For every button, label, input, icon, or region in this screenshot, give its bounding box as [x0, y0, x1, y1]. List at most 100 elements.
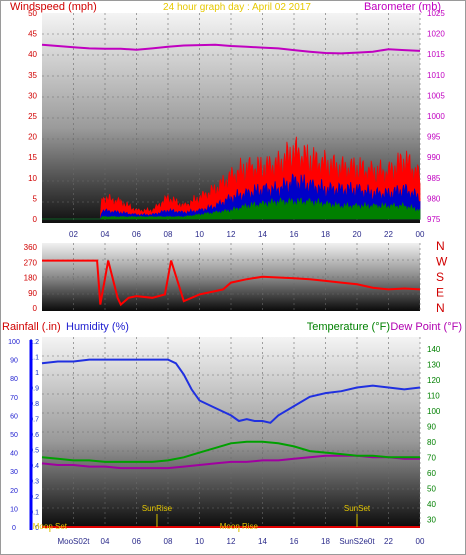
- temperature-tick-label: 130: [427, 360, 441, 369]
- humidity-tick-label: 20: [10, 488, 18, 495]
- barometer-tick-label: 985: [427, 174, 441, 183]
- compass-label: N: [436, 301, 445, 315]
- humidity-tick-label: 50: [10, 432, 18, 439]
- wind-tick-label: 25: [28, 112, 37, 121]
- humidity-tick-label: 70: [10, 395, 18, 402]
- wind-lull-area: [42, 197, 421, 220]
- climate-x-ticks: 04 06 08 10 12 14 16 18 22 00 MooS02t SunS2e0t: [57, 537, 425, 546]
- wind-tick-label: 20: [28, 133, 37, 142]
- rain-tick-label: 0.7: [29, 417, 39, 424]
- wind-x-tick-label: 06: [132, 230, 141, 239]
- wind-x-tick-label: 22: [384, 230, 393, 239]
- rain-tick-label: 1.2: [29, 339, 39, 346]
- wind-tick-label: 40: [28, 50, 37, 59]
- barometer-axis-title: Barometer (mb): [364, 1, 441, 13]
- astro-event-label: Moon Rise: [220, 522, 259, 531]
- wind-tick-label: 45: [28, 30, 37, 39]
- barometer-tick-label: 1005: [427, 91, 445, 100]
- rain-y-ticks: 0 0.1 0.2 0.3 0.4 0.5 0.6 0.7 0.8 0.9 1 1.1 1.2: [29, 339, 39, 532]
- wind-series-group: [42, 136, 421, 220]
- humidity-tick-label: 90: [10, 358, 18, 365]
- climate-x-tick-label: 14: [258, 537, 267, 546]
- barometer-tick-label: 995: [427, 133, 441, 142]
- astro-events: Moon Set SunRise Moon Rise SunSet: [33, 504, 371, 532]
- wind-tick-label: 50: [28, 9, 37, 18]
- rain-tick-label: 0.9: [29, 386, 39, 393]
- barometer-tick-label: 1000: [427, 112, 445, 121]
- direction-tick-label: 90: [28, 289, 37, 298]
- rain-tick-label: 1.1: [29, 355, 39, 362]
- astro-event-label: SunRise: [142, 504, 173, 513]
- direction-tick-label: 270: [24, 258, 38, 267]
- direction-tick-label: 360: [24, 243, 38, 252]
- wind-grid: [42, 13, 421, 223]
- humidity-tick-label: 10: [10, 506, 18, 513]
- humidity-tick-label: 0: [12, 525, 16, 532]
- temperature-tick-label: 60: [427, 469, 436, 478]
- rain-axis-title: Rainfall (.in): [2, 321, 61, 333]
- climate-x-tick-label: 08: [164, 537, 173, 546]
- barometer-tick-label: 1020: [427, 30, 445, 39]
- compass-label: N: [436, 239, 445, 253]
- temperature-tick-label: 90: [427, 422, 436, 431]
- barometer-tick-label: 1010: [427, 71, 445, 80]
- temperature-tick-label: 30: [427, 515, 436, 524]
- wind-x-tick-label: 10: [195, 230, 204, 239]
- humidity-tick-label: 100: [8, 339, 20, 346]
- temperature-tick-label: 80: [427, 438, 436, 447]
- astro-event-label: Moon Set: [33, 522, 68, 531]
- wind-x-tick-label: 16: [290, 230, 299, 239]
- climate-x-tick-label: 10: [195, 537, 204, 546]
- humidity-tick-label: 40: [10, 451, 18, 458]
- direction-y-ticks: 360 270 180 90 0: [24, 243, 38, 313]
- temperature-axis-title: Temperature (°F): [307, 321, 390, 333]
- humidity-line: [41, 358, 421, 424]
- rain-tick-label: 0.6: [29, 432, 39, 439]
- compass-label: W: [436, 255, 448, 269]
- rain-tick-label: 1: [35, 370, 39, 377]
- climate-grid: [42, 337, 421, 527]
- temperature-tick-label: 50: [427, 484, 436, 493]
- climate-x-tick-label: 16: [290, 537, 299, 546]
- wind-y-ticks: 0 5 10 15 20 25 30 35 40 45 50: [28, 9, 37, 224]
- chart-title: 24 hour graph day : April 02 2017: [163, 2, 311, 13]
- wind-x-ticks: 02 04 06 08 10 12 14 16 18 20 22 00: [69, 230, 425, 239]
- wind-tick-label: 5: [33, 194, 38, 203]
- wind-axis-title: Windspeed (mph): [10, 1, 97, 13]
- temperature-tick-label: 70: [427, 453, 436, 462]
- rain-tick-label: 0: [35, 525, 39, 532]
- wind-x-tick-label: 08: [164, 230, 173, 239]
- barometer-tick-label: 975: [427, 215, 441, 224]
- rain-tick-label: 0.5: [29, 448, 39, 455]
- humidity-tick-label: 80: [10, 376, 18, 383]
- rain-tick-label: 0.8: [29, 401, 39, 408]
- temperature-tick-label: 100: [427, 407, 441, 416]
- climate-x-tick-overlay: MooS02t: [57, 537, 90, 546]
- climate-x-tick-label: 04: [101, 537, 110, 546]
- barometer-tick-label: 990: [427, 153, 441, 162]
- wind-tick-label: 35: [28, 71, 37, 80]
- direction-tick-label: 180: [24, 274, 38, 283]
- climate-x-tick-label: 12: [227, 537, 236, 546]
- temperature-tick-label: 40: [427, 500, 436, 509]
- rain-tick-label: 0.2: [29, 494, 39, 501]
- temperature-tick-label: 110: [427, 391, 440, 400]
- climate-x-tick-label: 22: [384, 537, 393, 546]
- temperature-y-ticks: 30 40 50 60 70 80 90 100 110 120 130 140: [427, 345, 441, 525]
- direction-grid: [42, 243, 421, 311]
- climate-x-tick-overlay: SunS2e0t: [339, 537, 375, 546]
- wind-tick-label: 0: [33, 215, 38, 224]
- temperature-tick-label: 140: [427, 345, 441, 354]
- wind-x-tick-label: 14: [258, 230, 267, 239]
- wind-x-tick-label: 12: [227, 230, 236, 239]
- climate-x-tick-label: 18: [321, 537, 330, 546]
- wind-tick-label: 10: [28, 174, 37, 183]
- barometer-tick-label: 980: [427, 194, 441, 203]
- rain-tick-label: 0.4: [29, 463, 39, 470]
- climate-x-tick-label: 06: [132, 537, 141, 546]
- wind-tick-label: 30: [28, 91, 37, 100]
- rain-tick-label: 0.1: [29, 510, 39, 517]
- wind-x-tick-label: 04: [101, 230, 110, 239]
